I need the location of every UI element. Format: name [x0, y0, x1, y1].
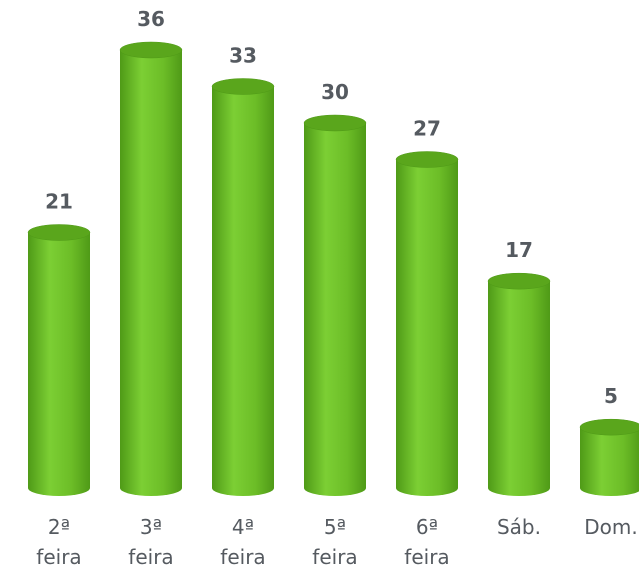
bar: [487, 272, 551, 496]
bar-top: [211, 78, 275, 95]
bar-top: [119, 41, 183, 59]
x-tick-label: 3ª feira: [128, 515, 174, 569]
value-label: 36: [137, 7, 165, 31]
value-label: 27: [413, 117, 441, 141]
bar-top: [579, 418, 639, 436]
bar: [119, 41, 183, 496]
x-tick-label: 4ª feira: [220, 515, 266, 569]
bar: [27, 224, 91, 496]
bar-body: [28, 232, 90, 488]
bar: [211, 78, 275, 496]
bar: [303, 114, 367, 496]
x-tick-label: 2ª feira: [36, 515, 82, 569]
bar-body: [304, 123, 366, 488]
bar-body: [488, 281, 550, 488]
bar: [579, 418, 639, 496]
bar-body: [212, 86, 274, 488]
bar-body: [396, 159, 458, 488]
value-label: 33: [229, 44, 257, 68]
bar-body: [580, 427, 639, 488]
bar-top: [303, 114, 367, 132]
value-label: 5: [604, 384, 618, 408]
x-tick-label: Sáb.: [496, 515, 541, 539]
bar: [395, 151, 459, 496]
value-label: 30: [321, 80, 349, 104]
value-label: 17: [505, 238, 533, 262]
x-tick-label: Dom.: [584, 515, 638, 539]
x-tick-label: 5ª feira: [312, 515, 358, 569]
bar-top: [27, 224, 91, 241]
x-tick-label: 6ª feira: [404, 515, 450, 569]
bar-top: [395, 151, 459, 168]
value-label: 21: [45, 190, 73, 214]
bar-top: [487, 272, 551, 290]
bar-body: [120, 50, 182, 488]
